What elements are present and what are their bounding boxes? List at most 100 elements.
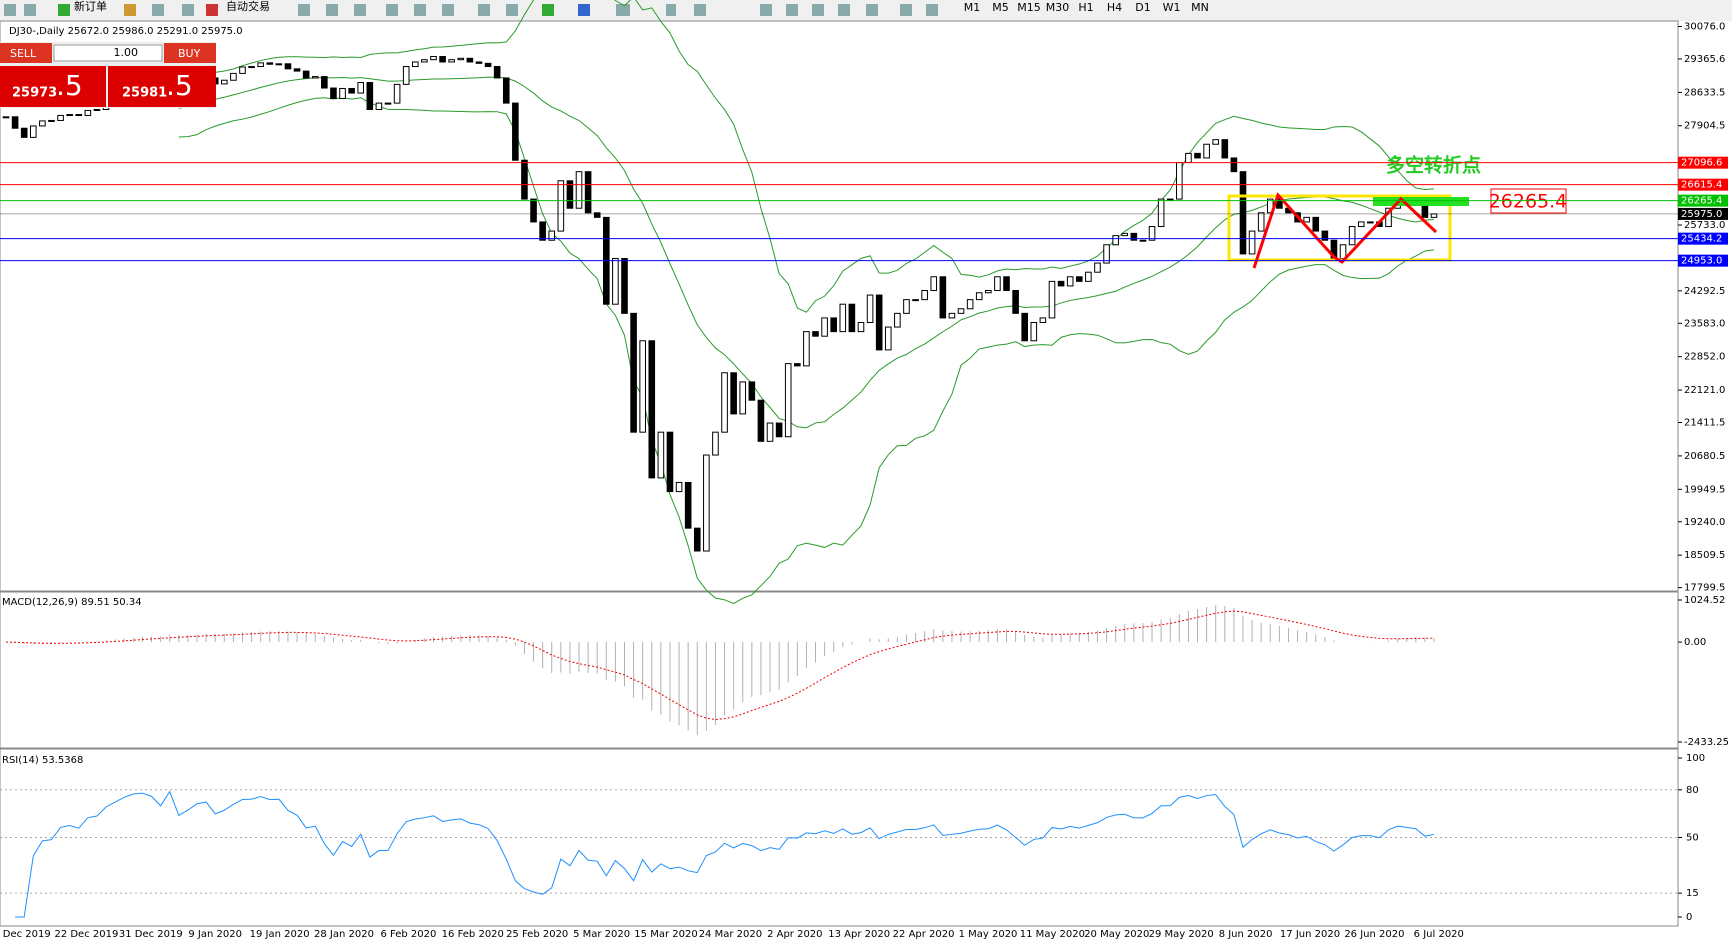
buy-button[interactable] [164,43,216,63]
candle [257,62,264,68]
y-tick-label: 17799.5 [1684,583,1725,594]
candle [730,372,737,415]
timeframe-button[interactable]: W1 [1163,1,1181,14]
timeframe-button[interactable]: M1 [964,1,981,14]
candle [748,381,756,401]
candle [1221,139,1229,159]
toolbar-button[interactable]: 新订单 [74,0,107,13]
candle [484,62,492,68]
candle [1203,143,1210,159]
candle [875,294,883,351]
timeframe-button[interactable]: H1 [1078,1,1093,14]
candle [248,66,255,69]
candle [1230,157,1238,173]
timeframe-button[interactable]: M5 [992,1,1009,14]
candle [1103,244,1110,264]
candle [794,363,801,367]
timeframe-button[interactable]: MN [1191,1,1209,14]
candle [648,340,656,479]
candle [1367,221,1374,224]
rsi-tick-label: 80 [1686,785,1699,796]
bollinger-band [178,0,1435,313]
candle [1094,262,1101,273]
candle [766,422,774,442]
candle [693,527,701,552]
candle [1194,152,1201,159]
candle [384,102,392,105]
candle [75,114,83,117]
y-tick-label: 22121.0 [1684,385,1725,396]
level-tag [1678,156,1728,169]
lot-input[interactable] [53,44,163,62]
candle [703,454,710,552]
candle [311,76,319,79]
x-tick-label: 19 Jan 2020 [250,929,310,940]
candle [666,431,674,493]
trend-arrows [1252,192,1438,269]
macd-tick-label: 0.00 [1684,637,1706,648]
y-tick-label: 22852.0 [1684,352,1725,363]
x-tick-label: 6 Jul 2020 [1414,929,1464,940]
candle [957,308,965,314]
lot-value: 1.00 [114,46,139,59]
buy-price-box[interactable] [108,66,216,107]
candle [521,159,528,200]
toolbar-button[interactable]: 自动交易 [226,0,270,13]
candle [1121,232,1129,237]
level-label: 26265.4 [1681,196,1722,207]
timeframe-button[interactable]: M30 [1046,1,1070,14]
candle [1339,244,1347,259]
candle [357,82,365,94]
x-tick-label: 26 Jun 2020 [1344,929,1404,940]
candle [1085,271,1092,282]
timeframe-button[interactable]: M15 [1017,1,1041,14]
candle [1012,289,1019,314]
candle [348,87,355,94]
y-tick-label: 24292.5 [1684,286,1725,297]
candle [1212,139,1220,145]
candle [366,82,374,111]
candle [48,119,55,122]
timeframe-button[interactable]: D1 [1135,1,1150,14]
x-tick-label: 8 Jun 2020 [1219,929,1273,940]
candle [839,303,847,333]
buy-label: BUY [178,47,201,60]
candle [866,294,874,323]
y-tick-label: 20680.5 [1684,451,1725,462]
y-tick-label: 30076.0 [1684,22,1725,33]
sell-button[interactable] [0,43,52,63]
sell-price-box[interactable] [0,66,106,107]
candle [939,276,947,319]
timeframe-button[interactable]: H4 [1107,1,1122,14]
level-tag [1678,207,1728,220]
candle [1239,171,1247,255]
x-tick-label: 16 Feb 2020 [442,929,504,940]
candle [584,171,592,214]
chart-header: DJ30-,Daily 25672.0 25986.0 25291.0 2597… [9,26,243,37]
bollinger-band [178,76,1435,429]
main-pane [0,20,1679,592]
candle [11,116,19,129]
candle [639,340,646,433]
candle [84,109,92,116]
candle [502,77,510,104]
candle [784,363,792,438]
candle [630,312,637,433]
level-tag [1678,232,1728,245]
x-tick-label: 31 Dec 2019 [119,929,183,940]
candle [2,116,10,119]
candle [1430,213,1438,218]
candle [593,212,601,218]
candle [411,61,419,68]
y-tick-label: 27904.5 [1684,121,1725,132]
candle [1048,280,1056,319]
candle [975,292,983,301]
candle [1321,230,1329,241]
y-tick-label: 19949.5 [1684,484,1725,495]
rsi-pane [0,748,1679,927]
candle [830,317,837,333]
breakout-bar [1373,197,1469,206]
candle [757,399,765,442]
